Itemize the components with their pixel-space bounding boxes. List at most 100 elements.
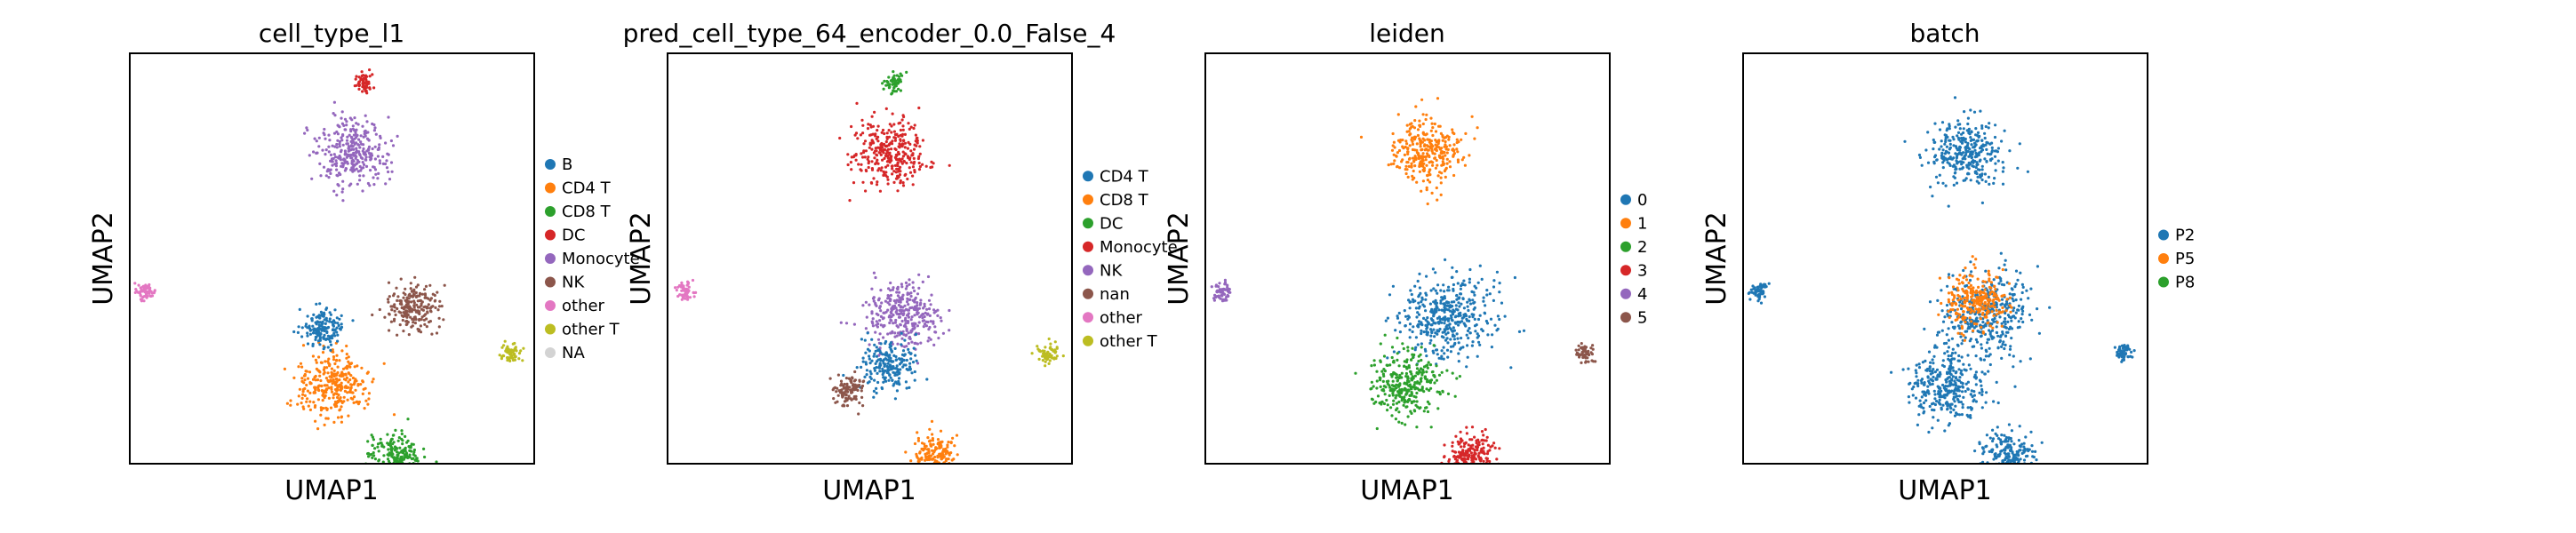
data-point [341, 158, 346, 162]
data-point [1420, 148, 1423, 152]
legend-label: NK [1100, 261, 1123, 280]
data-point [346, 142, 349, 146]
data-point [917, 321, 921, 324]
data-point [1411, 174, 1414, 178]
data-point [896, 342, 900, 346]
data-point [413, 322, 417, 325]
data-point [1965, 330, 1969, 333]
data-point [876, 380, 880, 385]
data-point [2008, 347, 2012, 351]
data-point [1498, 290, 1501, 294]
data-point [1431, 133, 1435, 138]
data-point [1435, 186, 1438, 190]
data-point [340, 386, 344, 390]
data-point [1408, 300, 1412, 304]
data-point [335, 392, 339, 396]
cluster-cd4-t [842, 331, 929, 401]
data-point [1466, 305, 1469, 308]
data-point [1430, 191, 1434, 195]
data-point [1429, 338, 1433, 342]
data-point [839, 379, 844, 383]
data-point [1436, 390, 1439, 394]
data-point [883, 147, 887, 151]
data-point [2004, 322, 2007, 326]
data-point [900, 118, 904, 122]
data-point [897, 377, 901, 380]
data-point [1429, 334, 1433, 338]
data-point [422, 447, 426, 450]
data-point [1432, 314, 1436, 318]
data-point [347, 414, 350, 418]
data-point [1400, 399, 1404, 402]
data-point [355, 167, 358, 171]
data-point [879, 153, 883, 156]
data-point [908, 368, 911, 371]
data-point [400, 306, 404, 310]
data-point [871, 317, 875, 321]
data-point [836, 400, 839, 403]
data-point [327, 176, 331, 179]
data-point [1413, 155, 1417, 158]
data-point [1466, 329, 1470, 332]
data-point [1436, 316, 1439, 320]
data-point [1939, 392, 1942, 395]
data-point [332, 378, 335, 382]
data-point [1984, 269, 1988, 273]
data-point [1404, 139, 1408, 143]
data-point [901, 184, 906, 187]
data-point [895, 373, 899, 377]
data-point [418, 306, 421, 309]
data-point [1418, 170, 1421, 173]
data-point [1996, 346, 2000, 350]
data-point [896, 294, 900, 298]
x-axis-label: UMAP1 [284, 475, 379, 506]
data-point [932, 473, 935, 475]
data-point [392, 292, 396, 296]
data-point [917, 459, 921, 463]
data-point [349, 156, 353, 160]
data-point [1470, 344, 1474, 347]
data-point [680, 298, 684, 301]
data-point [2012, 354, 2015, 358]
data-point [1421, 179, 1425, 183]
data-point [1969, 136, 1972, 139]
data-point [1223, 282, 1227, 286]
data-point [1441, 330, 1444, 334]
data-point [1429, 328, 1433, 331]
data-point [908, 278, 911, 282]
cluster-monocyte [303, 100, 399, 203]
data-point [870, 359, 874, 362]
data-point [1436, 321, 1441, 324]
data-point [411, 324, 414, 328]
data-point [1422, 330, 1426, 334]
data-point [1473, 435, 1476, 439]
data-point [407, 333, 411, 337]
data-point [340, 420, 343, 424]
data-point [1961, 166, 1964, 170]
data-point [917, 106, 921, 110]
data-point [1385, 398, 1388, 402]
data-point [851, 387, 854, 391]
data-point [1396, 384, 1400, 387]
data-point [901, 293, 905, 297]
data-point [1044, 364, 1047, 368]
data-point [389, 139, 393, 143]
data-point [306, 314, 309, 318]
data-point [860, 152, 863, 155]
data-point [366, 131, 370, 134]
data-point [911, 281, 915, 284]
data-point [916, 439, 920, 442]
data-point [317, 323, 321, 327]
data-point [1460, 337, 1463, 340]
data-point [1917, 413, 1921, 417]
data-point [1491, 444, 1494, 448]
data-point [936, 465, 939, 468]
data-point [1440, 357, 1444, 361]
legend-marker [1083, 218, 1093, 229]
data-point [335, 326, 339, 330]
data-point [1452, 143, 1456, 147]
data-point [1948, 155, 1952, 159]
data-point [1584, 346, 1588, 349]
data-point [1223, 278, 1227, 282]
data-point [390, 170, 394, 173]
